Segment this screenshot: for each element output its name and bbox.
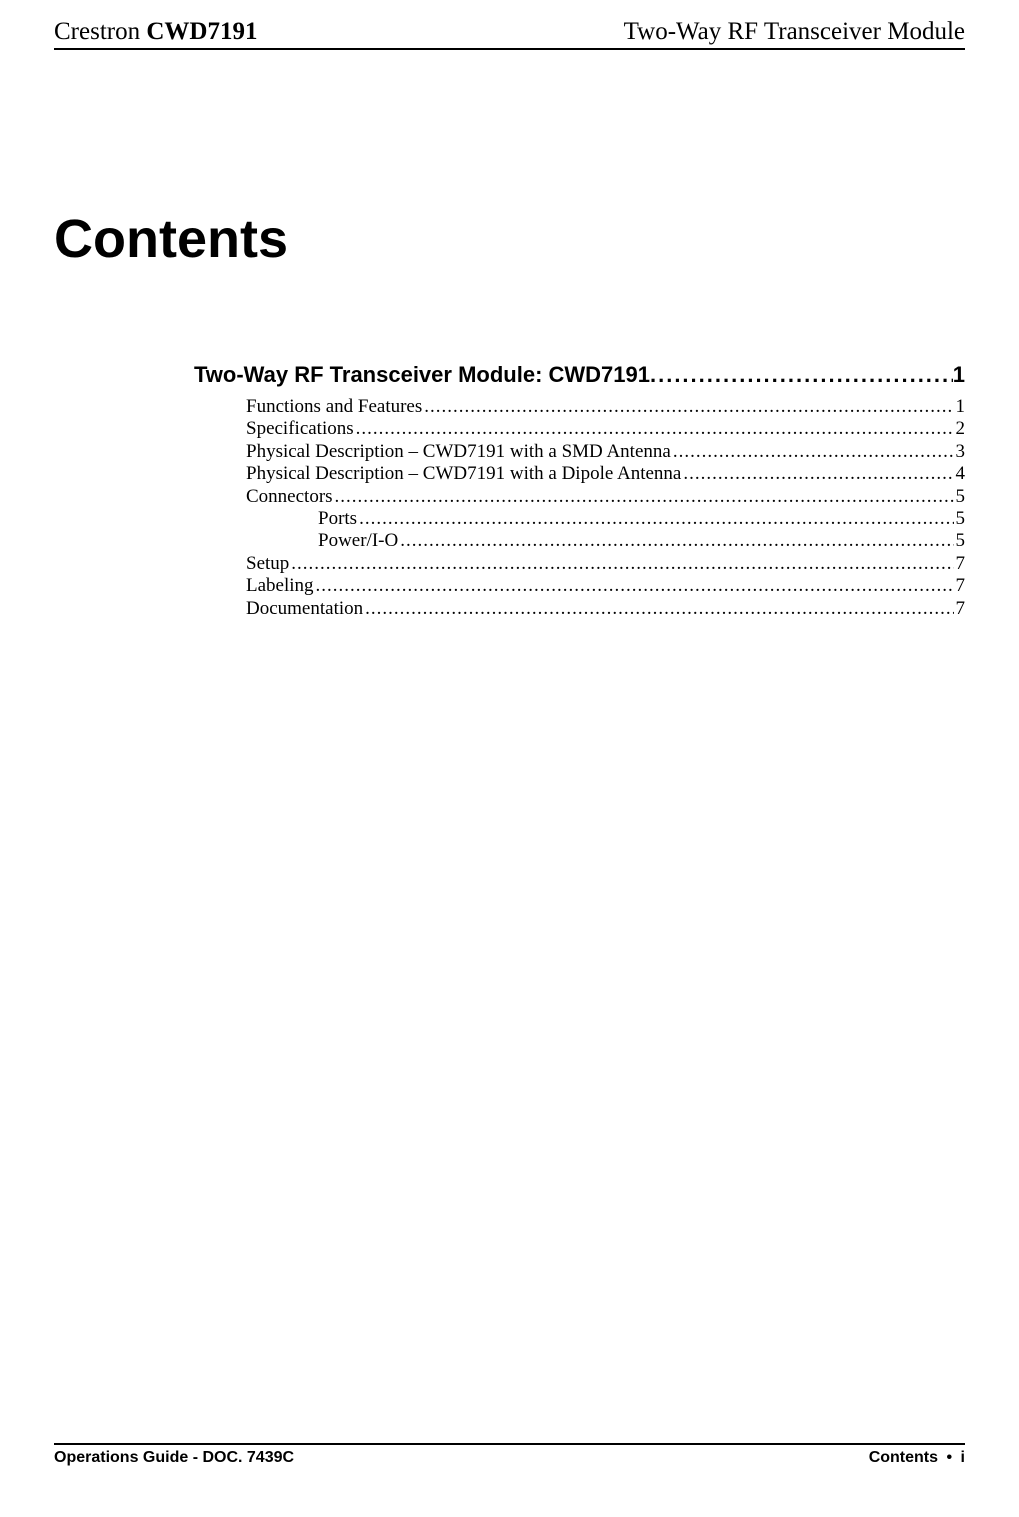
toc-entry-page: 3	[954, 441, 966, 463]
toc-entry-label: Power/I-O	[318, 530, 400, 552]
footer-right-label: Contents	[869, 1449, 938, 1466]
toc-entry-leader: ........................................…	[365, 598, 953, 620]
toc-row: Connectors..............................…	[246, 486, 965, 508]
toc-entry-leader: ........................................…	[400, 530, 953, 552]
toc-entry-label: Setup	[246, 553, 291, 575]
footer-page-number: i	[961, 1449, 965, 1466]
toc-entry-page: 5	[954, 508, 966, 530]
toc-entry-leader: ........................................…	[291, 553, 953, 575]
brand-prefix: Crestron	[54, 18, 146, 45]
contents-heading: Contents	[54, 208, 965, 270]
running-header: Crestron CWD7191 Two-Way RF Transceiver …	[54, 0, 965, 50]
header-left: Crestron CWD7191	[54, 18, 257, 46]
toc-entry-leader: ........................................…	[424, 396, 953, 418]
header-right: Two-Way RF Transceiver Module	[624, 18, 965, 46]
footer-bullet: •	[942, 1449, 956, 1466]
toc-entry-leader: ........................................…	[316, 575, 954, 597]
toc-section-row: Two-Way RF Transceiver Module: CWD7191 .…	[194, 362, 965, 388]
toc-entry-page: 7	[954, 575, 966, 597]
toc-row: Specifications..........................…	[246, 418, 965, 440]
toc-entry-page: 7	[954, 553, 966, 575]
running-footer: Operations Guide - DOC. 7439C Contents •…	[54, 1443, 965, 1467]
toc-entry-page: 4	[954, 463, 966, 485]
toc-list: Functions and Features..................…	[246, 396, 965, 620]
footer-left: Operations Guide - DOC. 7439C	[54, 1449, 294, 1467]
toc-entry-page: 5	[954, 530, 966, 552]
toc-row: Power/I-O...............................…	[246, 530, 965, 552]
toc-row: Functions and Features..................…	[246, 396, 965, 418]
toc-row: Labeling................................…	[246, 575, 965, 597]
toc-section-title: Two-Way RF Transceiver Module: CWD7191	[194, 362, 650, 388]
toc-row: Physical Description – CWD7191 with a Di…	[246, 463, 965, 485]
toc-row: Physical Description – CWD7191 with a SM…	[246, 441, 965, 463]
toc-entry-label: Specifications	[246, 418, 356, 440]
toc-entry-label: Physical Description – CWD7191 with a SM…	[246, 441, 673, 463]
toc-section-leader: ........................................…	[650, 362, 953, 388]
toc-entry-leader: ........................................…	[359, 508, 953, 530]
toc-section-page: 1	[953, 362, 965, 388]
brand-model: CWD7191	[146, 18, 257, 45]
toc-entry-label: Ports	[318, 508, 359, 530]
footer-right: Contents • i	[869, 1449, 965, 1467]
toc-entry-label: Documentation	[246, 598, 365, 620]
toc-entry-leader: ........................................…	[335, 486, 954, 508]
page: Crestron CWD7191 Two-Way RF Transceiver …	[0, 0, 1019, 1517]
toc-entry-page: 2	[954, 418, 966, 440]
toc-entry-page: 1	[954, 396, 966, 418]
toc-row: Setup...................................…	[246, 553, 965, 575]
toc-entry-page: 5	[954, 486, 966, 508]
toc-entry-leader: ........................................…	[683, 463, 953, 485]
toc-row: Documentation...........................…	[246, 598, 965, 620]
toc-entry-label: Labeling	[246, 575, 316, 597]
toc-entry-label: Functions and Features	[246, 396, 424, 418]
toc-entry-page: 7	[954, 598, 966, 620]
toc-entry-leader: ........................................…	[673, 441, 954, 463]
toc-entry-leader: ........................................…	[356, 418, 954, 440]
toc-row: Ports...................................…	[246, 508, 965, 530]
toc-entry-label: Physical Description – CWD7191 with a Di…	[246, 463, 683, 485]
toc-entry-label: Connectors	[246, 486, 335, 508]
